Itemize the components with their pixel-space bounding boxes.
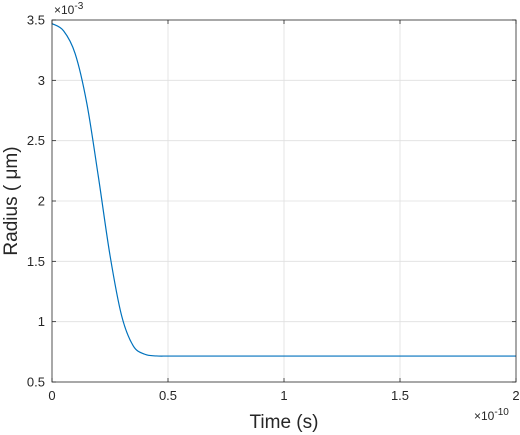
y-tick-label: 1.5 <box>27 254 45 269</box>
x-tick-label: 1 <box>280 388 287 403</box>
x-axis-multiplier: ×10-10 <box>474 407 509 423</box>
y-tick-label: 2.5 <box>27 133 45 148</box>
x-axis-label: Time (s) <box>250 412 319 433</box>
x-tick-label: 1.5 <box>391 388 409 403</box>
radius-series-line <box>51 23 516 357</box>
grid-lines <box>52 20 516 382</box>
x-multiplier-exponent: -10 <box>494 407 509 418</box>
x-axis-ticks: 0 0.5 1 1.5 2 <box>48 20 520 403</box>
y-multiplier-exponent: -3 <box>74 1 83 12</box>
y-tick-label: 0.5 <box>27 375 45 390</box>
x-multiplier-base: ×10 <box>474 409 495 423</box>
y-tick-label: 3.5 <box>27 13 45 28</box>
plot-area <box>51 19 517 383</box>
y-axis-multiplier: ×10-3 <box>54 1 84 17</box>
y-tick-label: 2 <box>38 194 45 209</box>
x-tick-label: 0.5 <box>159 388 177 403</box>
y-axis-ticks: 0.5 1 1.5 2 2.5 3 3.5 <box>27 13 516 390</box>
x-tick-label: 0 <box>48 388 55 403</box>
y-axis-label: Radius ( μm) <box>1 146 22 255</box>
x-tick-label: 2 <box>512 388 519 403</box>
y-tick-label: 1 <box>38 314 45 329</box>
y-tick-label: 3 <box>38 73 45 88</box>
y-multiplier-base: ×10 <box>54 3 75 17</box>
